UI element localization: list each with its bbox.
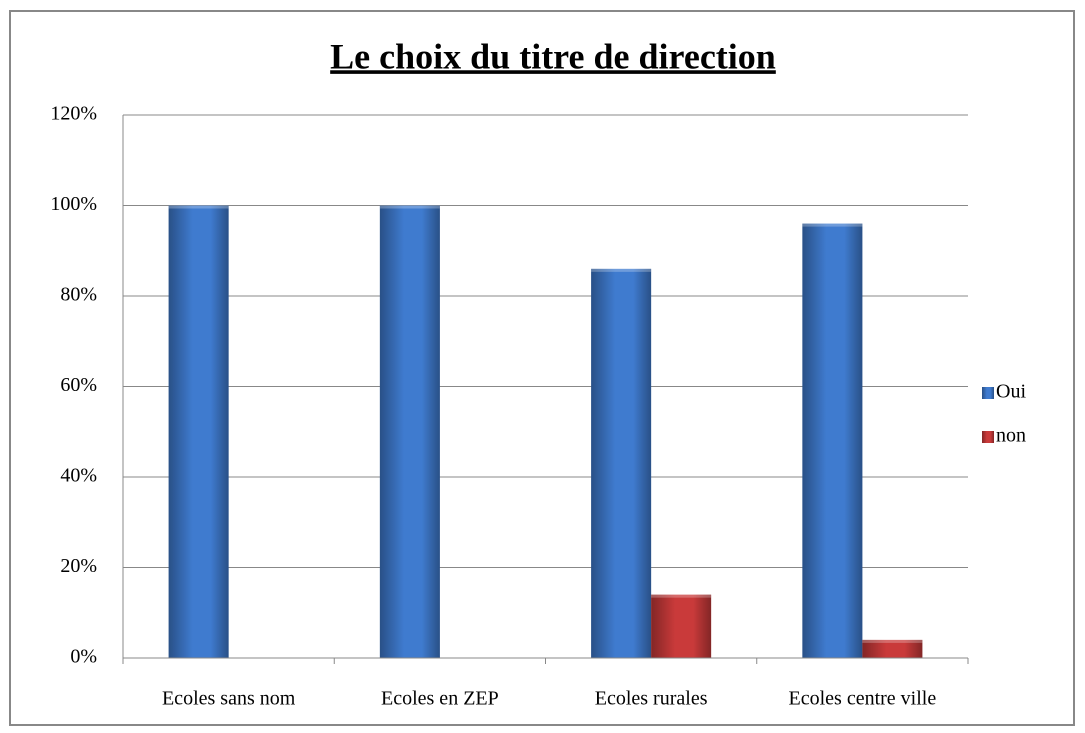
- bar-top: [591, 268, 652, 272]
- bar-top: [862, 639, 923, 643]
- bar-shade: [802, 223, 863, 658]
- bar-shade: [168, 205, 229, 658]
- y-tick-label: 0%: [70, 646, 97, 668]
- x-tick-label: Ecoles centre ville: [789, 688, 937, 710]
- bar-top: [651, 594, 712, 598]
- bar-shade: [651, 594, 712, 658]
- legend-label: Oui: [996, 381, 1026, 403]
- y-tick-label: 40%: [60, 465, 97, 487]
- bar-top: [802, 223, 863, 227]
- y-tick-label: 80%: [60, 284, 97, 306]
- bar-shade: [862, 639, 923, 658]
- y-tick-label: 20%: [60, 555, 97, 577]
- x-tick-label: Ecoles rurales: [595, 688, 708, 710]
- legend-swatch-shade: [982, 387, 994, 399]
- chart-title: Le choix du titre de direction: [330, 36, 776, 76]
- legend-label: non: [996, 425, 1026, 447]
- bar-top: [168, 205, 229, 209]
- y-tick-label: 100%: [50, 193, 97, 215]
- y-tick-label: 120%: [50, 103, 97, 125]
- bar-shade: [591, 268, 652, 658]
- x-tick-label: Ecoles en ZEP: [381, 688, 499, 710]
- y-tick-label: 60%: [60, 374, 97, 396]
- legend-swatch-shade: [982, 431, 994, 443]
- x-tick-label: Ecoles sans nom: [162, 688, 296, 710]
- bar-shade: [379, 205, 440, 658]
- bar-top: [379, 205, 440, 209]
